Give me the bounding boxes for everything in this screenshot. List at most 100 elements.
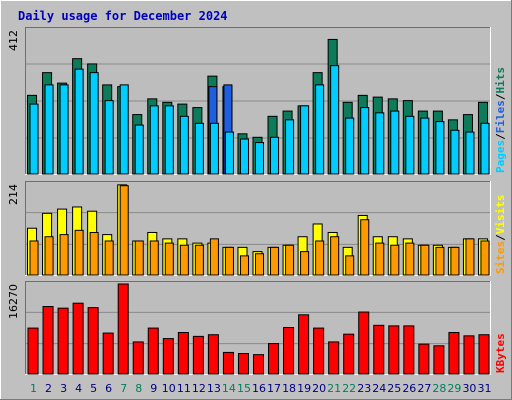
bar-kbytes: [478, 334, 490, 375]
y-max-label: 412: [7, 30, 20, 51]
day-label: 17: [267, 382, 281, 395]
legend-separator: /: [494, 234, 507, 241]
bar-sites: [375, 242, 385, 276]
bar-pages: [74, 68, 84, 175]
bar-pages: [239, 138, 249, 175]
day-label: 13: [207, 382, 221, 395]
legend-hits-files-pages: Pages/Files/Hits: [494, 67, 507, 173]
bar-sites: [149, 240, 159, 276]
bar-sites: [345, 255, 355, 276]
bar-sites: [285, 244, 295, 276]
bar-pages: [44, 84, 54, 175]
bar-kbytes: [42, 306, 54, 375]
day-label: 29: [447, 382, 461, 395]
bar-sites: [450, 246, 460, 276]
bar-sites: [435, 246, 445, 276]
bar-pages: [435, 121, 445, 175]
legend-visits-sites: Sites/Visits: [494, 195, 507, 275]
bar-pages: [270, 136, 280, 175]
bar-pages: [420, 117, 430, 175]
legend-item-pages: Pages: [494, 140, 507, 173]
day-label: 28: [432, 382, 446, 395]
bar-pages: [345, 117, 355, 175]
bar-kbytes: [132, 341, 144, 375]
bar-pages: [164, 105, 174, 175]
bar-pages: [59, 84, 69, 175]
bar-pages: [209, 122, 219, 175]
day-label: 20: [312, 382, 326, 395]
bar-pages: [300, 105, 310, 175]
bar-kbytes: [463, 335, 475, 375]
bar-sites: [300, 251, 310, 276]
bar-sites: [59, 234, 69, 276]
bar-sites: [194, 244, 204, 276]
legend-item-sites: Sites: [494, 241, 507, 274]
bar-pages: [89, 72, 99, 175]
legend-item-kbytes: KBytes: [494, 333, 507, 373]
bar-kbytes: [252, 354, 265, 375]
bar-kbytes: [283, 327, 295, 375]
bar-sites: [405, 242, 415, 276]
bar-pages: [465, 131, 475, 175]
bar-sites: [465, 238, 475, 276]
day-label: 19: [297, 382, 311, 395]
bar-kbytes: [403, 325, 415, 375]
bar-kbytes: [448, 332, 460, 375]
bar-kbytes: [117, 283, 129, 375]
bar-kbytes: [162, 338, 174, 375]
bar-sites: [44, 236, 54, 276]
day-label: 22: [342, 382, 356, 395]
bar-sites: [104, 240, 114, 276]
bar-pages: [330, 65, 340, 175]
day-label: 5: [90, 382, 97, 395]
panel-visits-sites: 214 Sites/Visits: [7, 181, 507, 276]
bar-sites: [480, 240, 490, 276]
legend-kbytes: KBytes: [494, 333, 507, 373]
legend-separator: /: [494, 93, 507, 100]
bar-kbytes: [373, 324, 385, 375]
legend-item-files: Files: [494, 100, 507, 133]
day-label: 14: [222, 382, 236, 395]
day-label: 11: [177, 382, 191, 395]
day-label: 23: [357, 382, 371, 395]
day-label: 25: [387, 382, 401, 395]
day-label: 6: [105, 382, 112, 395]
day-label: 21: [327, 382, 341, 395]
bar-sites: [164, 242, 174, 276]
bar-pages: [375, 112, 385, 175]
day-label: 4: [75, 382, 82, 395]
bar-kbytes: [87, 307, 99, 375]
day-label: 31: [477, 382, 491, 395]
bar-pages: [29, 103, 39, 175]
bar-sites: [74, 229, 84, 276]
day-label: 27: [417, 382, 431, 395]
bar-pages: [360, 107, 370, 175]
bar-kbytes: [237, 353, 249, 375]
bar-sites: [29, 240, 39, 276]
bar-kbytes: [207, 334, 219, 375]
day-label: 1: [30, 382, 37, 395]
bar-sites: [254, 253, 265, 276]
bar-sites: [119, 185, 129, 276]
chart-title: Daily usage for December 2024: [18, 9, 228, 23]
legend-item-hits: Hits: [494, 67, 507, 94]
bar-kbytes: [27, 327, 39, 375]
bar-kbytes: [298, 314, 310, 375]
bar-pages: [134, 124, 144, 175]
day-label: 8: [135, 382, 142, 395]
bar-kbytes: [433, 345, 445, 375]
bar-sites: [420, 244, 430, 276]
bar-sites: [89, 231, 99, 276]
bar-kbytes: [177, 332, 189, 375]
panel-kbytes: 16270 KBytes: [7, 281, 507, 375]
bar-sites: [239, 255, 249, 276]
day-label: 9: [150, 382, 157, 395]
bar-kbytes: [343, 333, 355, 375]
bar-sites: [209, 238, 219, 276]
bar-kbytes: [192, 335, 204, 375]
bar-pages: [450, 129, 460, 175]
bar-kbytes: [328, 341, 340, 375]
bar-pages: [104, 100, 114, 175]
bar-kbytes: [102, 332, 114, 375]
